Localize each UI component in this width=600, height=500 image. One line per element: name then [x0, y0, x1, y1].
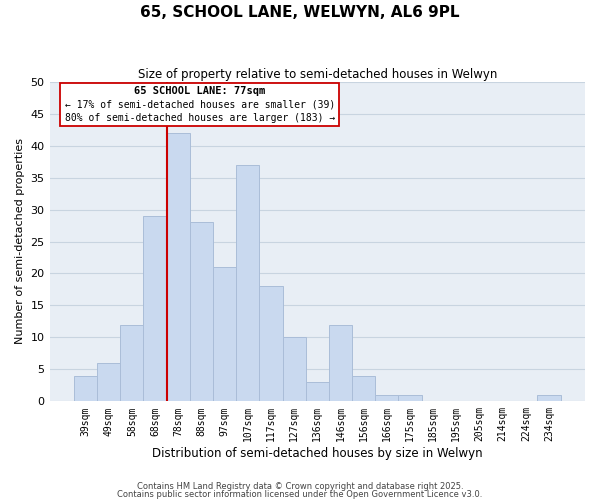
Bar: [97, 363, 120, 402]
Bar: [259, 286, 283, 402]
FancyBboxPatch shape: [60, 84, 338, 126]
Bar: [74, 376, 97, 402]
Bar: [283, 338, 305, 402]
Bar: [538, 395, 560, 402]
Bar: [143, 216, 167, 402]
Bar: [236, 165, 259, 402]
Bar: [329, 324, 352, 402]
Text: Contains HM Land Registry data © Crown copyright and database right 2025.: Contains HM Land Registry data © Crown c…: [137, 482, 463, 491]
Text: 65, SCHOOL LANE, WELWYN, AL6 9PL: 65, SCHOOL LANE, WELWYN, AL6 9PL: [140, 5, 460, 20]
Bar: [375, 395, 398, 402]
Title: Size of property relative to semi-detached houses in Welwyn: Size of property relative to semi-detach…: [137, 68, 497, 80]
Text: ← 17% of semi-detached houses are smaller (39): ← 17% of semi-detached houses are smalle…: [65, 100, 335, 110]
Bar: [398, 395, 422, 402]
X-axis label: Distribution of semi-detached houses by size in Welwyn: Distribution of semi-detached houses by …: [152, 447, 482, 460]
Y-axis label: Number of semi-detached properties: Number of semi-detached properties: [15, 138, 25, 344]
Text: 65 SCHOOL LANE: 77sqm: 65 SCHOOL LANE: 77sqm: [134, 86, 265, 96]
Bar: [352, 376, 375, 402]
Bar: [167, 133, 190, 402]
Bar: [190, 222, 213, 402]
Bar: [120, 324, 143, 402]
Bar: [305, 382, 329, 402]
Bar: [213, 267, 236, 402]
Text: Contains public sector information licensed under the Open Government Licence v3: Contains public sector information licen…: [118, 490, 482, 499]
Text: 80% of semi-detached houses are larger (183) →: 80% of semi-detached houses are larger (…: [65, 112, 335, 122]
